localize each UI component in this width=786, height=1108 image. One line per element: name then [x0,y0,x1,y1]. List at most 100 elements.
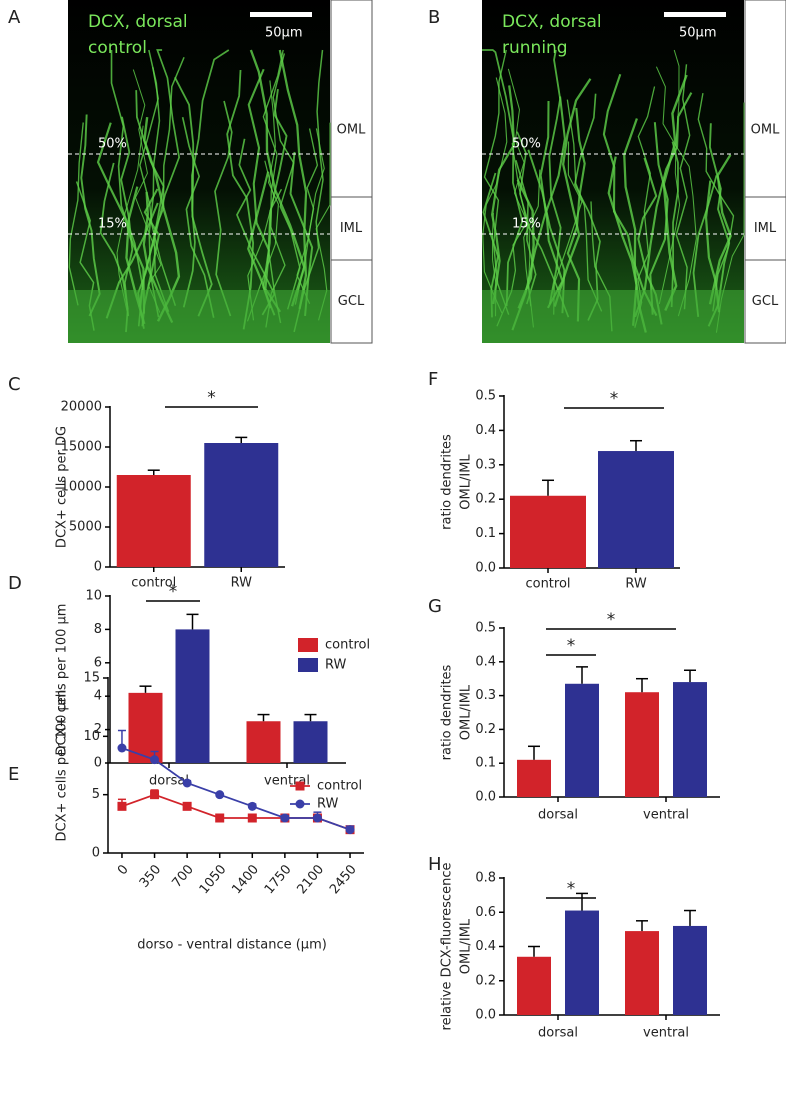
y-tick-label: 0.2 [475,973,496,988]
marker [247,813,257,823]
boundary-label: 50% [512,137,541,152]
x-tick-label: 0 [115,862,132,878]
layer-label: OML [751,123,780,138]
x-tick-label: RW [231,576,253,591]
y-tick-label: 4 [94,689,102,704]
x-tick-label: dorsal [538,1026,578,1041]
y-tick-label: 0.5 [475,389,496,404]
panel-label: D [8,573,22,594]
dendrite [116,125,144,312]
dendrite [289,151,314,317]
dendrite [294,128,319,305]
dendrite [574,93,601,321]
x-tick-label: ventral [643,808,689,823]
y-tick-label: 0 [94,560,102,575]
y-axis-label: OML/IML [459,918,474,974]
dendrite [139,66,177,306]
y-tick-label: 6 [94,655,102,670]
y-tick-label: 0.0 [475,1008,496,1023]
y-tick-label: 5000 [69,520,102,535]
y-axis-label: relative DCX-fluorescence [440,863,455,1031]
dendrite [553,78,592,307]
dendrite [246,80,280,322]
legend-marker [295,799,305,809]
x-tick-label: 2450 [327,862,360,897]
y-axis-label: ratio dendrites [440,664,455,760]
dendrite [262,49,286,328]
panel-label: A [8,7,21,28]
panel-label: F [428,369,438,390]
panel-label: G [428,596,442,617]
y-tick-label: 10000 [61,480,102,495]
marker [182,801,192,811]
y-tick-label: 0.4 [475,423,496,438]
panel-label: C [8,374,21,395]
marker [182,778,192,788]
dendrite [515,160,537,305]
dendrite [692,175,718,317]
marker [280,813,290,823]
layer-label: GCL [752,294,779,309]
y-tick-label: 15 [83,671,100,686]
y-tick-label: 0.0 [475,790,496,805]
marker [312,813,322,823]
scale-label: 50µm [679,26,716,41]
y-tick-label: 0.3 [475,457,496,472]
dendrite [182,49,230,308]
marker [215,813,225,823]
dendrite [634,92,693,318]
dendrite [553,141,583,315]
legend-label: RW [325,658,347,673]
y-tick-label: 0.2 [475,492,496,507]
bar [510,495,586,568]
dendrite [516,131,570,318]
dendrite [655,66,697,317]
legend-swatch [298,638,318,652]
marker [117,801,127,811]
x-tick-label: 350 [137,862,164,891]
marker [345,825,355,835]
dendrite [181,116,215,318]
y-tick-label: 0 [92,846,100,861]
dendrite [670,141,679,308]
y-tick-label: 2 [94,722,102,737]
x-tick-label: ventral [643,1026,689,1041]
y-axis-label: DCX+ cells per 100 µm [55,604,70,756]
bar [517,956,551,1015]
boundary-label: 15% [98,217,127,232]
dendrite [247,68,282,313]
dendrite [708,154,732,305]
panel-label: B [428,7,440,28]
legend-label: RW [317,797,339,812]
significance-mark: * [567,879,576,899]
dendrite [566,107,586,322]
bar [625,931,659,1015]
bar [565,910,599,1015]
x-tick-label: 700 [169,862,196,891]
y-axis-label: DCX+ cells per 100 µm [55,690,70,842]
bar [598,451,674,568]
y-tick-label: 0.1 [475,756,496,771]
y-tick-label: 8 [94,622,102,637]
dendrite [658,49,681,305]
x-tick-label: 1750 [262,862,295,897]
image-title: DCX, dorsal [88,12,188,32]
y-tick-label: 10 [85,589,102,604]
x-tick-label: 2100 [294,862,327,897]
y-tick-label: 0.4 [475,654,496,669]
dendrite [214,100,233,317]
marker [215,790,225,800]
dendrite [491,85,516,305]
bar [517,759,551,797]
layer-label: GCL [338,294,365,309]
significance-mark: * [610,389,619,409]
panel-label: H [428,854,442,875]
marker [150,755,160,765]
image-title: running [502,38,568,58]
series-line [121,747,351,831]
soma-layer [68,290,330,343]
layer-label: IML [754,221,777,236]
legend-marker [295,781,305,791]
dendrite [527,149,566,314]
dendrite [662,74,688,311]
